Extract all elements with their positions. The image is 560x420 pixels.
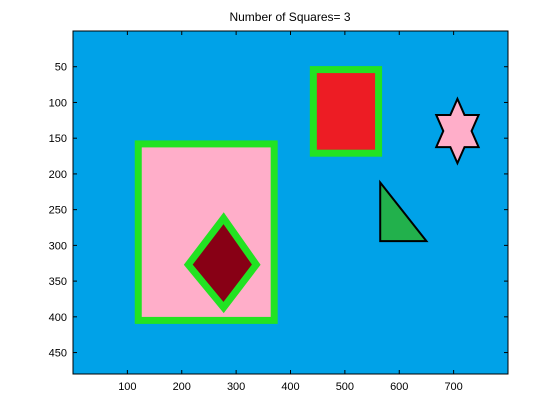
x-tick-label: 500 (336, 381, 354, 393)
x-tick-label: 200 (173, 381, 191, 393)
y-tick-label: 300 (49, 240, 67, 252)
pink-square (134, 140, 278, 324)
plot-frame (72, 30, 509, 375)
y-tick-label: 250 (49, 205, 67, 217)
x-tick-label: 400 (281, 381, 299, 393)
pink-star (434, 96, 481, 166)
chart-title: Number of Squares= 3 (229, 10, 350, 24)
x-tick-label: 600 (390, 381, 408, 393)
green-triangle (379, 179, 429, 243)
y-tick-label: 200 (49, 169, 67, 181)
y-tick-label: 150 (49, 133, 67, 145)
y-tick-label: 100 (49, 97, 67, 109)
maroon-diamond (183, 212, 261, 314)
x-tick-label: 300 (227, 381, 245, 393)
y-axis: 50 100 150 200 250 300 350 400 450 (49, 62, 508, 360)
y-tick-label: 400 (49, 312, 67, 324)
x-tick-label: 700 (444, 381, 462, 393)
y-tick-label: 450 (49, 348, 67, 360)
x-axis: 100 200 300 400 500 600 700 (118, 31, 463, 393)
y-tick-label: 350 (49, 276, 67, 288)
x-tick-label: 100 (118, 381, 136, 393)
shapes-layer (134, 66, 481, 324)
red-square (309, 66, 383, 157)
y-tick-label: 50 (55, 62, 67, 74)
